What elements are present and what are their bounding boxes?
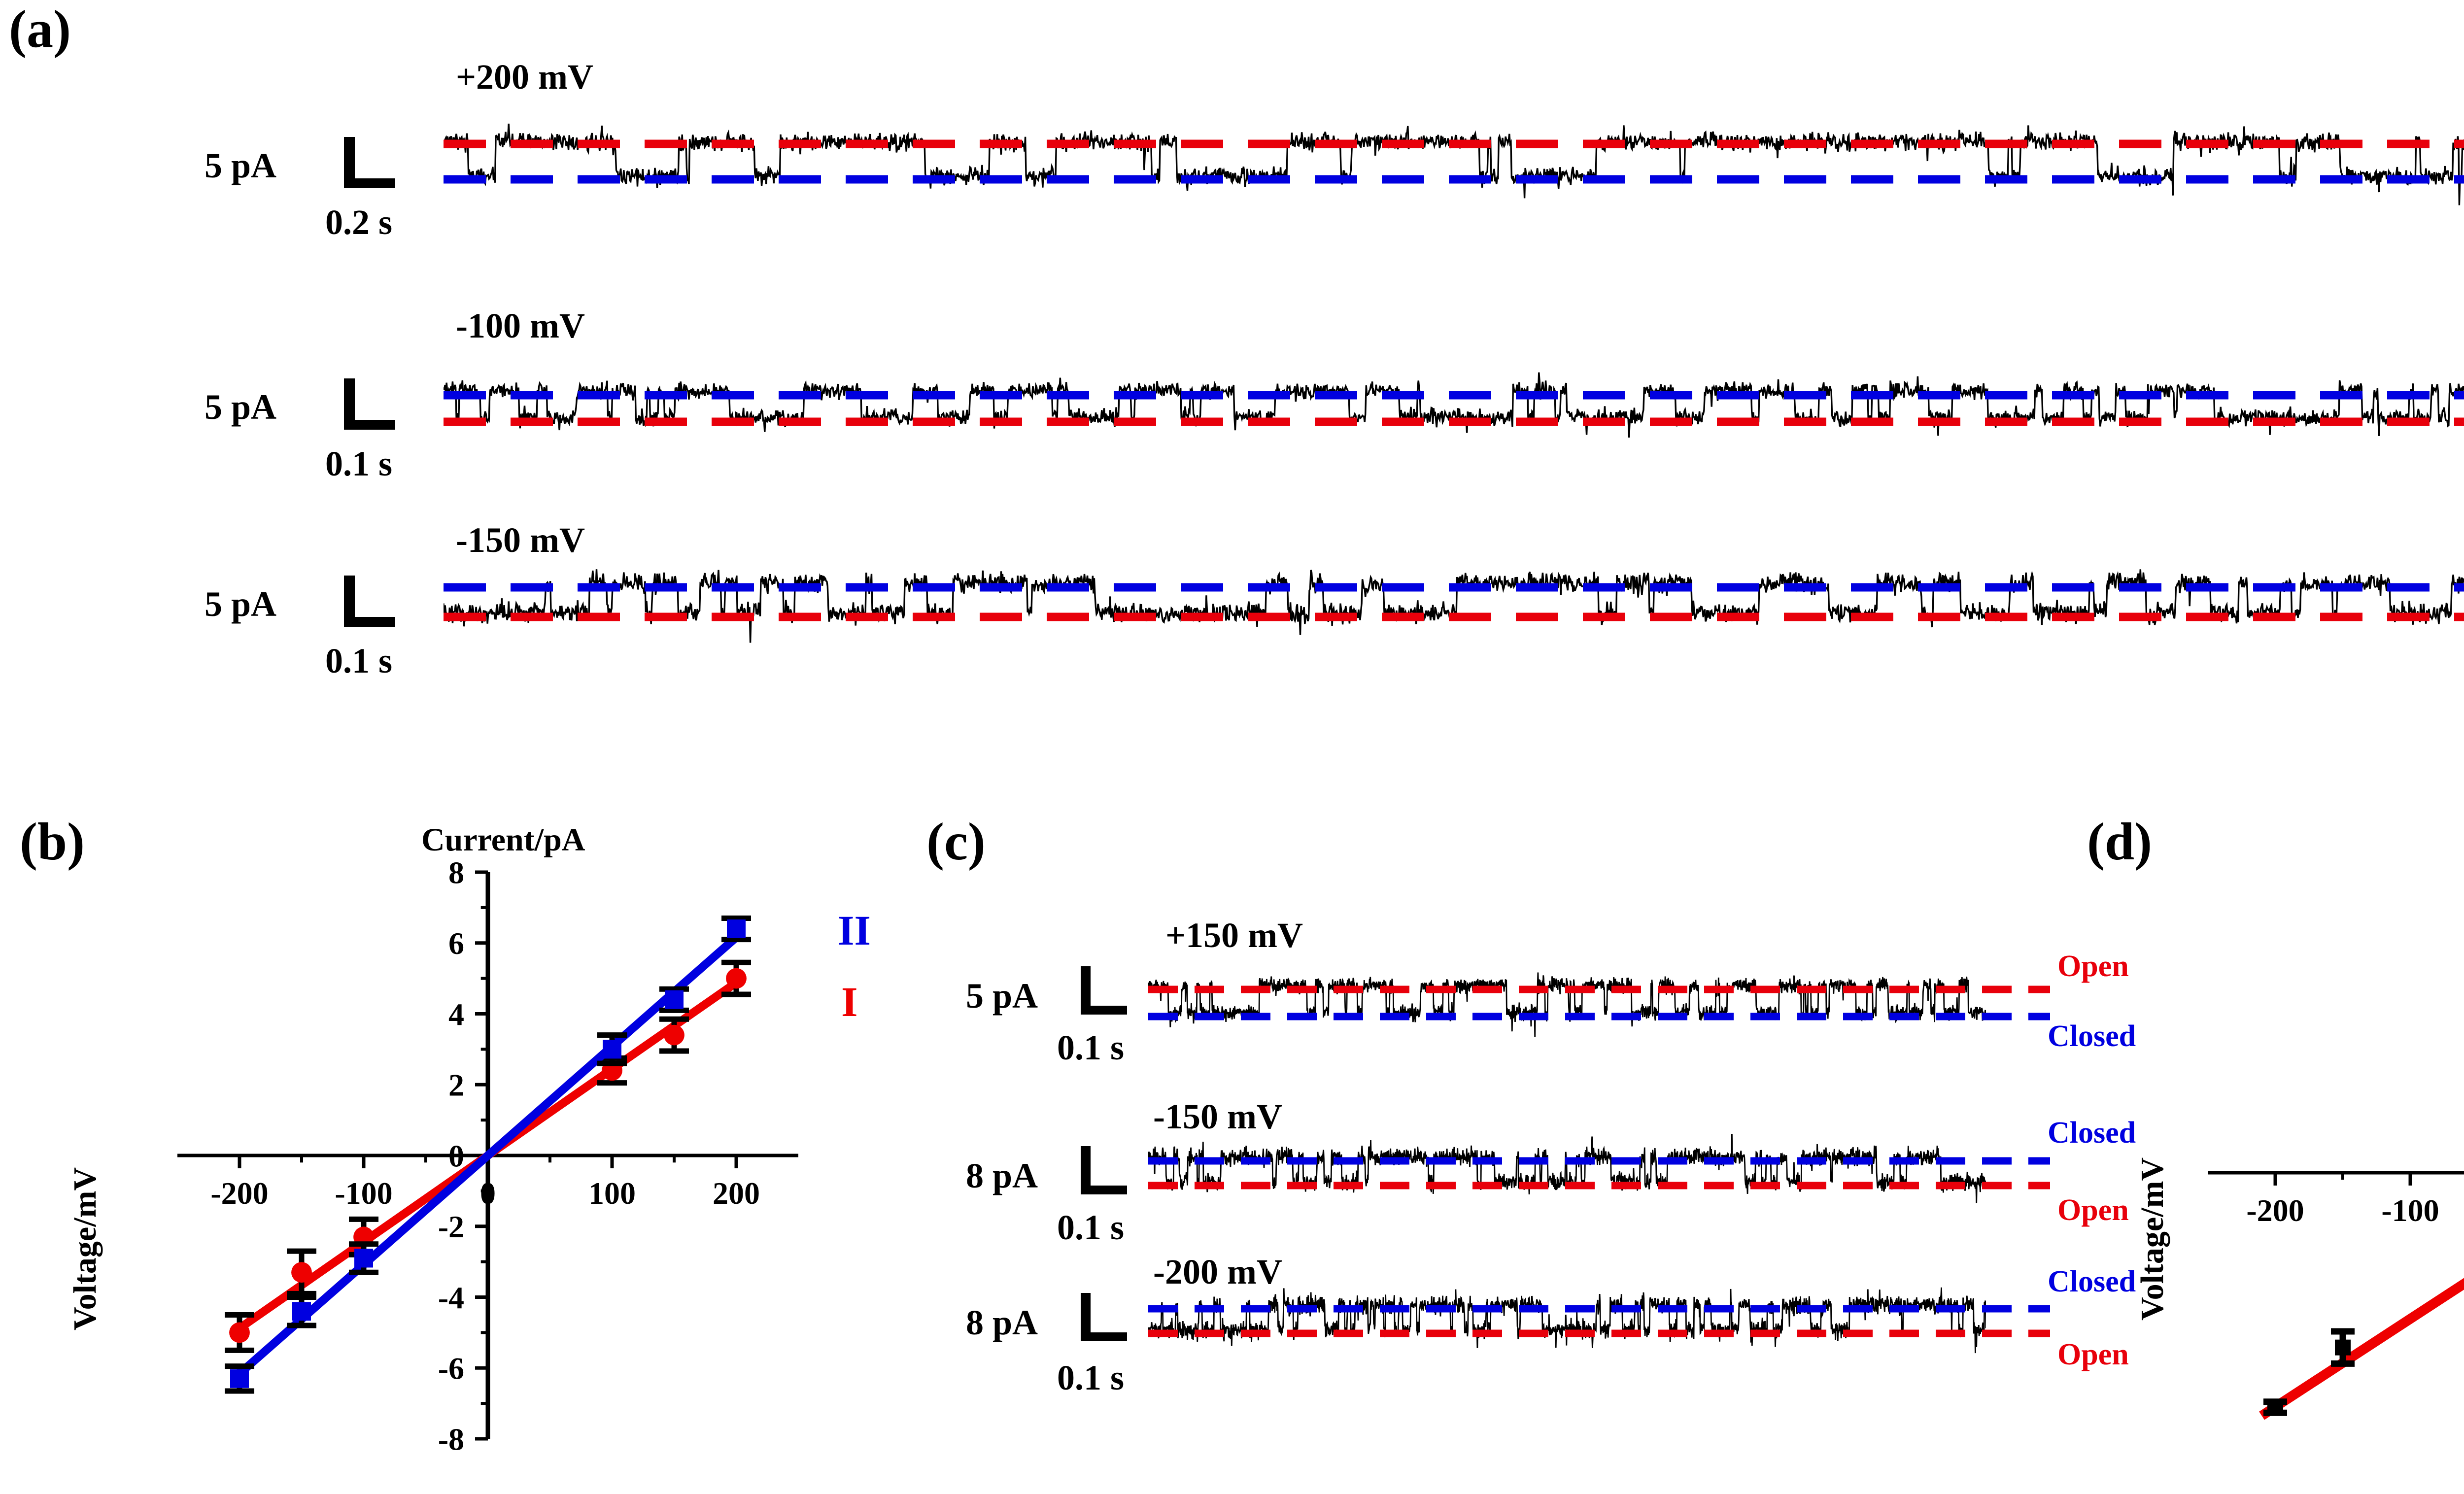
open-level-line [1148, 1182, 2050, 1189]
panel-d-letter: (d) [2087, 813, 2152, 871]
panel-b-y-axis-title: Current/pA [421, 822, 585, 858]
svg-text:200: 200 [713, 1176, 760, 1211]
trace-state-label-open: Open [2057, 950, 2129, 983]
single-channel-trace [1148, 1131, 1986, 1229]
svg-text:0: 0 [480, 1176, 496, 1211]
svg-text:6: 6 [448, 926, 464, 961]
trace-time-scale-label: 0.2 s [325, 203, 393, 242]
single-channel-trace [444, 540, 2464, 663]
svg-text:100: 100 [588, 1176, 636, 1211]
scale-bar-corner-icon [1077, 963, 1131, 1022]
svg-text:4: 4 [448, 997, 464, 1032]
trace-voltage-label: +150 mV [1165, 916, 1303, 955]
open-level-line [1148, 985, 2050, 993]
trace-amplitude-scale-label: 8 pA [966, 1303, 1038, 1342]
svg-text:-200: -200 [2246, 1193, 2304, 1228]
scale-bar-corner-icon [1077, 1290, 1131, 1349]
open-level-line [444, 417, 2464, 426]
panel-c-letter: (c) [926, 813, 986, 871]
trace-amplitude-scale-label: 5 pA [205, 387, 277, 427]
closed-level-line [1148, 1305, 2050, 1313]
panel-b-legend-item-II: II [838, 907, 871, 954]
panel-a-letter: (a) [9, 0, 71, 59]
open-level-line [1148, 1329, 2050, 1337]
closed-level-line [444, 391, 2464, 400]
scale-bar-corner-icon [340, 374, 399, 439]
single-channel-trace [1148, 1281, 1986, 1380]
trace-state-label-closed: Closed [2048, 1019, 2136, 1053]
panel-d-x-axis-title: Voltage/mV [2134, 1157, 2170, 1321]
scale-bar-corner-icon [1077, 1143, 1131, 1202]
svg-text:-8: -8 [438, 1422, 464, 1457]
trace-time-scale-label: 0.1 s [325, 444, 393, 483]
panel-b-plot: -200 -100 0 100 200 -8 -6 -4 -2 0 2 4 6 8 [148, 848, 838, 1468]
trace-voltage-label: -150 mV [1153, 1097, 1282, 1136]
trace-voltage-label: -150 mV [456, 520, 585, 560]
svg-text:-4: -4 [438, 1280, 464, 1315]
trace-voltage-label: -200 mV [1153, 1252, 1282, 1291]
open-level-line [444, 612, 2464, 621]
open-level-line [444, 139, 2464, 148]
svg-text:2: 2 [448, 1068, 464, 1103]
trace-state-label-open: Open [2057, 1193, 2129, 1227]
trace-amplitude-scale-label: 5 pA [205, 146, 277, 185]
trace-time-scale-label: 0.1 s [325, 641, 393, 680]
svg-text:-100: -100 [335, 1176, 392, 1211]
closed-level-line [444, 175, 2464, 184]
panel-b-letter: (b) [20, 813, 85, 871]
trace-state-label-closed: Closed [2048, 1116, 2136, 1150]
svg-text:-100: -100 [2381, 1193, 2439, 1228]
trace-state-label-closed: Closed [2048, 1265, 2136, 1298]
trace-time-scale-label: 0.1 s [1057, 1358, 1125, 1397]
panel-b-x-axis-title: Voltage/mV [67, 1167, 103, 1330]
svg-text:8: 8 [448, 855, 464, 890]
svg-text:-2: -2 [438, 1209, 464, 1244]
closed-level-line [1148, 1013, 2050, 1020]
svg-text:0: 0 [448, 1138, 464, 1173]
trace-voltage-label: +200 mV [456, 57, 593, 97]
single-channel-trace [1148, 953, 1986, 1047]
single-channel-trace [444, 345, 2464, 458]
scale-bar-corner-icon [340, 133, 399, 197]
trace-voltage-label: -100 mV [456, 306, 585, 345]
svg-text:-6: -6 [438, 1351, 464, 1386]
trace-amplitude-scale-label: 8 pA [966, 1156, 1038, 1195]
scale-bar-corner-icon [340, 572, 399, 636]
trace-state-label-open: Open [2057, 1338, 2129, 1371]
svg-text:-200: -200 [210, 1176, 268, 1211]
trace-time-scale-label: 0.1 s [1057, 1028, 1125, 1067]
single-channel-trace [444, 99, 2464, 212]
trace-time-scale-label: 0.1 s [1057, 1208, 1125, 1247]
closed-level-line [1148, 1157, 2050, 1165]
panel-b-legend-item-I: I [841, 978, 858, 1025]
trace-amplitude-scale-label: 5 pA [966, 976, 1038, 1016]
trace-amplitude-scale-label: 5 pA [205, 584, 277, 624]
closed-level-line [444, 583, 2464, 592]
